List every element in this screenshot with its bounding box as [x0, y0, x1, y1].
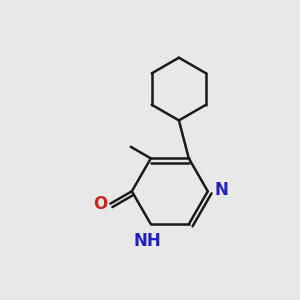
Text: NH: NH [134, 232, 161, 250]
Text: N: N [214, 181, 228, 199]
Text: O: O [94, 195, 108, 213]
